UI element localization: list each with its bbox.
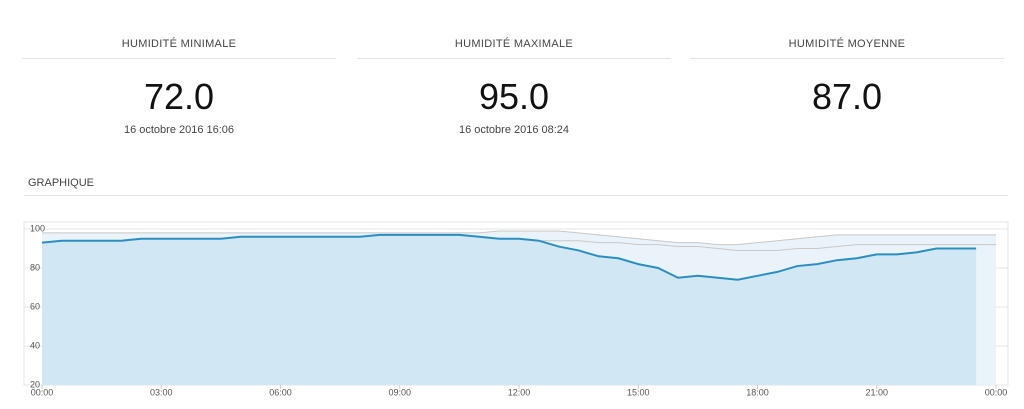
area xyxy=(42,234,977,385)
stat-date: 16 octobre 2016 08:24 xyxy=(458,124,570,136)
y-tick-label: 40 xyxy=(30,340,40,350)
x-tick-label: 09:00 xyxy=(388,387,411,397)
divider xyxy=(690,58,1004,59)
line xyxy=(42,230,996,246)
divider xyxy=(24,195,1008,196)
divider xyxy=(357,58,671,59)
x-tick-label: 00:00 xyxy=(31,387,54,397)
y-tick-label: 100 xyxy=(30,223,45,233)
stat-date: 16 octobre 2016 16:06 xyxy=(123,124,235,136)
y-tick-label: 60 xyxy=(30,301,40,311)
stat-value: 72.0 xyxy=(143,76,215,117)
x-tick-label: 18:00 xyxy=(746,387,769,397)
y-tick-label: 80 xyxy=(30,262,40,272)
divider xyxy=(22,58,336,59)
y-tick-label: 20 xyxy=(30,379,40,389)
stat-value: 95.0 xyxy=(478,76,550,117)
x-tick-label: 00:00 xyxy=(985,387,1008,397)
stat-value: 87.0 xyxy=(811,76,883,117)
stat-label: HUMIDITÉ MINIMALE xyxy=(121,38,237,50)
x-tick-label: 03:00 xyxy=(150,387,173,397)
x-tick-label: 21:00 xyxy=(865,387,888,397)
stat-label: HUMIDITÉ MAXIMALE xyxy=(454,38,574,50)
stat-label: HUMIDITÉ MOYENNE xyxy=(788,38,906,50)
x-tick-label: 06:00 xyxy=(269,387,292,397)
x-tick-label: 12:00 xyxy=(508,387,531,397)
section-title: GRAPHIQUE xyxy=(28,177,95,189)
line xyxy=(41,233,977,281)
x-tick-label: 15:00 xyxy=(627,387,650,397)
